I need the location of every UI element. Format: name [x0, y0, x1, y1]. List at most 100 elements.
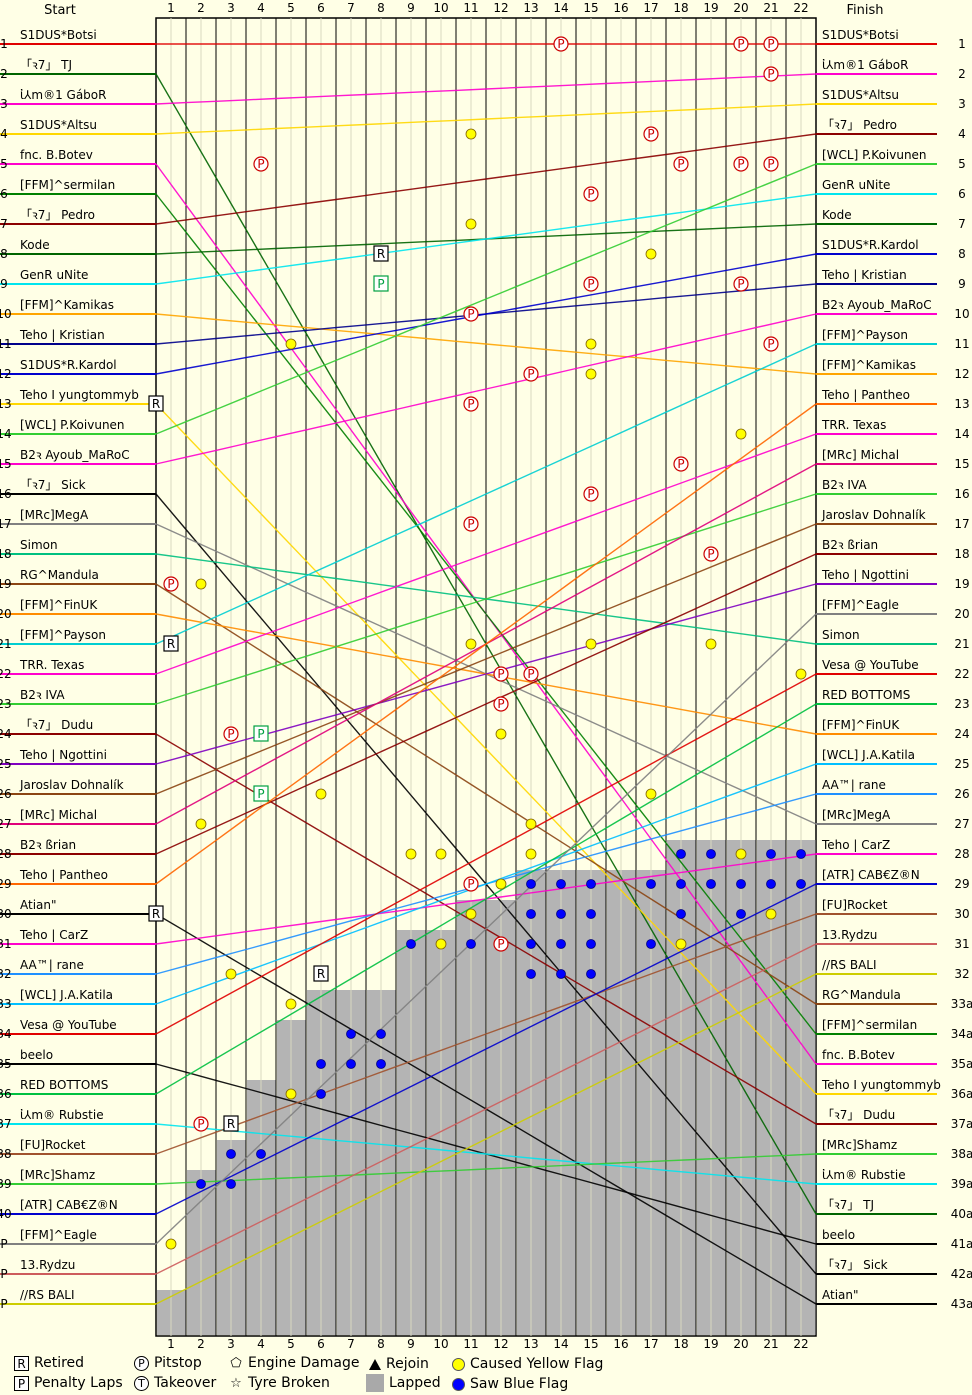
driver-trace — [155, 973, 817, 1305]
start-driver-name: 「ꝛ7」 Sick — [20, 478, 86, 492]
lap-number-top: 1 — [167, 1, 175, 15]
position-label-right: 39a — [951, 1177, 972, 1191]
blue-flag-dot — [766, 879, 776, 889]
penalty-marker — [373, 275, 389, 292]
position-label-left: 28 — [0, 847, 12, 861]
blue-flag-dot — [586, 939, 596, 949]
position-label-left: 38 — [0, 1147, 12, 1161]
position-label-left: 27 — [0, 817, 12, 831]
position-label-left: 13 — [0, 397, 12, 411]
lap-number-top: 21 — [763, 1, 778, 15]
blue-flag-dot — [556, 969, 566, 979]
position-label-left: 5 — [0, 157, 8, 171]
position-label-left: 37 — [0, 1117, 12, 1131]
position-label-left: 10 — [0, 307, 12, 321]
position-label-left: 40 — [0, 1207, 12, 1221]
finish-driver-name: [FU]Rocket — [822, 898, 888, 912]
lap-number-top: 8 — [377, 1, 385, 15]
start-driver-name: 「ꝛ7」 Dudu — [20, 718, 93, 732]
position-label-right: 12 — [954, 367, 969, 381]
lap-number-bottom: 22 — [793, 1337, 808, 1350]
finish-driver-name: [FFM]^FinUK — [822, 718, 900, 732]
pitstop-marker — [463, 516, 479, 532]
start-driver-name: [FFM]^sermilan — [20, 178, 115, 192]
start-driver-name: [FFM]^Payson — [20, 628, 106, 642]
pitstop-marker-letter: P — [707, 547, 714, 561]
lap-number-top: 12 — [493, 1, 508, 15]
position-label-left: 22 — [0, 667, 12, 681]
retired-marker-letter: R — [152, 397, 160, 411]
blue-flag-dot — [796, 849, 806, 859]
position-label-right: 38a — [951, 1147, 972, 1161]
finish-driver-name: [FFM]^Kamikas — [822, 358, 916, 372]
pitstop-marker — [493, 936, 509, 952]
finish-driver-name: S1DUS*Altsu — [822, 88, 899, 102]
position-label-left: 2 — [0, 67, 8, 81]
lap-number-bottom: 12 — [493, 1337, 508, 1350]
blue-flag-dot — [196, 1179, 206, 1189]
lap-number-bottom: 5 — [287, 1337, 295, 1350]
legend-lapped-label: Lapped — [389, 1375, 441, 1391]
pitstop-marker — [703, 546, 719, 562]
driver-trace — [155, 883, 817, 1215]
finish-driver-name: Teho | Kristian — [821, 268, 907, 282]
pitstop-marker-letter: P — [167, 577, 174, 591]
position-label-right: 25 — [954, 757, 969, 771]
lap-number-top: 4 — [257, 1, 265, 15]
finish-driver-name: [ATR] CAB€Z®N — [822, 868, 920, 882]
position-label-left: 35 — [0, 1057, 12, 1071]
start-driver-name: [MRc]MegA — [20, 508, 89, 522]
blue-flag-dot — [646, 879, 656, 889]
position-label-left: 18 — [0, 547, 12, 561]
pitstop-marker-letter: P — [587, 277, 594, 291]
driver-trace — [155, 133, 817, 225]
driver-trace — [155, 103, 817, 135]
blue-flag-dot — [466, 939, 476, 949]
pitstop-marker-letter: P — [197, 1117, 204, 1131]
pitstop-marker-letter: P — [557, 37, 564, 51]
driver-trace — [155, 253, 817, 375]
start-driver-name: [FFM]^Eagle — [20, 1228, 97, 1242]
driver-trace — [155, 403, 817, 885]
yellow-flag-dot — [525, 848, 537, 860]
start-driver-name: B2ꝛ Ayoub_MaRoC — [20, 448, 130, 462]
position-label-right: 33a — [951, 997, 972, 1011]
finish-driver-name: Teho I yungtommyb — [821, 1078, 941, 1092]
position-label-right: 30 — [954, 907, 969, 921]
yellow-flag-dot — [495, 728, 507, 740]
start-driver-name: S1DUS*Altsu — [20, 118, 97, 132]
pitstop-marker — [673, 456, 689, 472]
start-driver-name: GenR uNite — [20, 268, 88, 282]
finish-driver-name: ἰ⅄m®1 GáboR — [822, 58, 908, 72]
pitstop-marker — [223, 726, 239, 742]
pitstop-marker-letter: P — [737, 277, 744, 291]
finish-driver-name: [WCL] P.Koivunen — [822, 148, 927, 162]
pitstop-marker-letter: P — [257, 157, 264, 171]
legend-rejoin-label: Rejoin — [386, 1356, 429, 1372]
yellow-flag-dot — [525, 818, 537, 830]
yellow-flag-dot — [675, 938, 687, 950]
pitstop-marker-letter: P — [497, 697, 504, 711]
lap-number-top: 19 — [703, 1, 718, 15]
position-label-left: 33 — [0, 997, 12, 1011]
lap-number-bottom: 14 — [553, 1337, 568, 1350]
lap-number-top: 13 — [523, 1, 538, 15]
legend-tyre-label: Tyre Broken — [248, 1375, 330, 1391]
finish-driver-name: [FFM]^Payson — [822, 328, 908, 342]
yellow-flag-dot — [285, 338, 297, 350]
blue-flag-dot — [346, 1059, 356, 1069]
start-driver-name: Jaroslav Dohnalík — [19, 778, 124, 792]
start-driver-name: Simon — [20, 538, 58, 552]
finish-driver-name: Vesa @ YouTube — [822, 658, 919, 672]
lap-number-bottom: 1 — [167, 1337, 175, 1350]
driver-trace — [155, 943, 817, 1275]
position-label-left: 19 — [0, 577, 12, 591]
position-label-left: 26 — [0, 787, 12, 801]
rejoin-icon — [369, 1358, 381, 1370]
pitstop-marker — [463, 306, 479, 322]
position-label-left: 23 — [0, 697, 12, 711]
finish-driver-name: GenR uNite — [822, 178, 890, 192]
retired-marker — [313, 965, 329, 982]
takeover-icon: T — [134, 1375, 149, 1391]
position-label-right: 15 — [954, 457, 969, 471]
